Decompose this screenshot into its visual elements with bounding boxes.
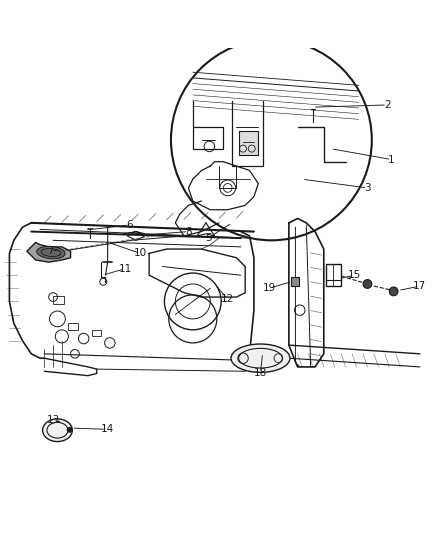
Polygon shape (27, 243, 71, 262)
Text: 6: 6 (126, 220, 133, 230)
Text: 5: 5 (205, 233, 212, 243)
Bar (68, 323, 78, 330)
Circle shape (67, 427, 72, 432)
Text: 8: 8 (185, 227, 192, 237)
Text: 13: 13 (46, 415, 60, 425)
Text: 10: 10 (134, 248, 147, 259)
Bar (53, 296, 64, 304)
Text: 17: 17 (413, 281, 427, 291)
Text: 7: 7 (48, 246, 54, 256)
Text: 14: 14 (101, 424, 114, 434)
Bar (239, 131, 258, 155)
Text: 11: 11 (119, 264, 132, 273)
Ellipse shape (42, 419, 72, 441)
Text: 18: 18 (254, 368, 267, 377)
Text: 12: 12 (221, 294, 234, 304)
Bar (92, 330, 101, 336)
Circle shape (389, 287, 398, 296)
Circle shape (363, 280, 372, 288)
Text: 3: 3 (364, 183, 371, 193)
Text: 1: 1 (388, 155, 395, 165)
Text: 2: 2 (384, 100, 390, 110)
Text: 15: 15 (348, 270, 361, 280)
Bar (291, 277, 299, 286)
Ellipse shape (231, 344, 290, 373)
Ellipse shape (37, 246, 65, 259)
Text: 19: 19 (263, 284, 276, 293)
Bar (326, 264, 341, 286)
